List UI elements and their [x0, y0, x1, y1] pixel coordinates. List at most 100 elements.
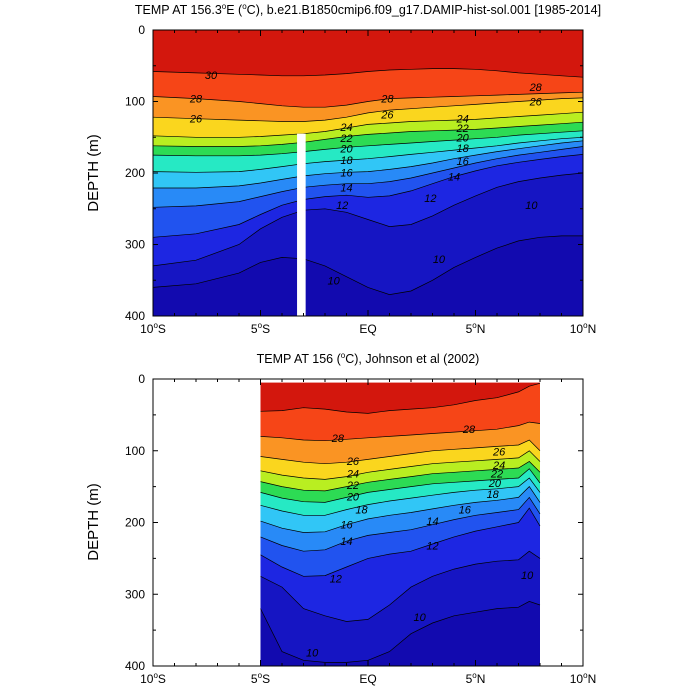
y-tick-label: 200: [125, 516, 145, 530]
contour-label: 20: [488, 478, 502, 490]
contour-label: 28: [462, 424, 476, 436]
contour-label: 18: [456, 143, 469, 155]
contour-label: 12: [426, 540, 438, 552]
contour-label: 20: [455, 132, 469, 144]
x-tick-label: 5oS: [251, 671, 270, 686]
contour-label: 10: [306, 647, 319, 659]
x-tick-label: EQ: [359, 672, 376, 686]
y-tick-label: 100: [125, 444, 145, 458]
contour-label: 14: [426, 516, 438, 528]
contour-label: 28: [529, 82, 543, 94]
contour-label: 16: [456, 156, 469, 168]
y-tick-label: 0: [138, 23, 145, 37]
top-panel-missing-data-column: [297, 133, 306, 316]
contour-label: 18: [340, 155, 353, 167]
isotherm-line: [153, 121, 583, 147]
isotherm-line: [153, 154, 583, 238]
x-tick-label: 5oN: [466, 671, 486, 686]
contour-label: 28: [331, 433, 345, 445]
contour-label: 10: [525, 200, 538, 212]
isotherm-line: [260, 382, 541, 414]
contour-label: 12: [330, 573, 342, 585]
contour-label: 12: [336, 200, 348, 212]
y-tick-label: 0: [138, 372, 145, 386]
contour-label: 18: [355, 505, 368, 517]
contour-label: 24: [346, 469, 359, 481]
bottom-panel: TEMP AT 156 (oC), Johnson et al (2002) 2…: [85, 351, 596, 686]
contour-label: 10: [327, 275, 340, 287]
temperature-band-fill: [260, 601, 540, 666]
isotherm-line: [153, 136, 583, 173]
x-tick-label: EQ: [359, 322, 376, 336]
y-tick-label: 300: [125, 238, 145, 252]
top-panel: TEMP AT 156.3oE (oC), b.e21.B1850cmip6.f…: [85, 2, 601, 336]
isotherm-line: [260, 507, 541, 577]
contour-label: 28: [189, 94, 203, 106]
bottom-panel-y-axis: 0 100 200 300 400: [125, 372, 583, 673]
x-tick-label: 10oS: [140, 671, 166, 686]
isotherm-line: [260, 496, 541, 552]
top-panel-title: TEMP AT 156.3oE (oC), b.e21.B1850cmip6.f…: [135, 2, 601, 17]
isotherm-line: [260, 421, 541, 442]
isotherm-line: [153, 140, 583, 189]
contour-label: 14: [448, 172, 460, 184]
x-tick-label: 5oN: [466, 321, 486, 336]
isotherm-line: [153, 91, 583, 108]
contour-label: 16: [459, 505, 472, 517]
bottom-panel-y-axis-label: DEPTH (m): [85, 483, 102, 561]
contour-label: 14: [340, 182, 352, 194]
isotherm-line: [260, 461, 541, 492]
bottom-panel-color-fill: [260, 382, 540, 666]
contour-label: 26: [492, 446, 506, 458]
bottom-panel-x-axis: 10oS 5oS EQ 5oN 10oN: [140, 379, 596, 686]
isotherm-line: [260, 550, 541, 622]
y-tick-label: 200: [125, 166, 145, 180]
contour-label: 14: [340, 536, 352, 548]
isotherm-line: [153, 235, 583, 295]
x-tick-label: 5oS: [251, 321, 270, 336]
bottom-panel-contour-lines: [260, 382, 541, 663]
contour-label: 26: [346, 456, 360, 468]
contour-label: 28: [380, 94, 394, 106]
y-tick-label: 100: [125, 95, 145, 109]
contour-label: 24: [339, 122, 352, 134]
contour-label: 22: [455, 123, 468, 135]
contour-label: 12: [424, 193, 436, 205]
contour-label: 22: [339, 133, 352, 145]
top-panel-contour-lines: [153, 68, 583, 295]
contour-label: 16: [340, 520, 353, 532]
y-tick-label: 300: [125, 587, 145, 601]
top-panel-x-axis: 10oS 5oS EQ 5oN 10oN: [140, 30, 596, 336]
isotherm-line: [260, 468, 541, 503]
contour-label: 26: [380, 109, 394, 121]
contour-label: 22: [346, 480, 359, 492]
y-tick-label: 400: [125, 309, 145, 323]
isotherm-line: [260, 450, 541, 480]
contour-label: 20: [339, 144, 353, 156]
isotherm-line: [153, 130, 583, 157]
isotherm-line: [260, 601, 541, 663]
contour-label: 10: [413, 612, 426, 624]
contour-label: 18: [487, 489, 500, 501]
isotherm-line: [153, 146, 583, 208]
isotherm-line: [260, 486, 541, 533]
contour-label: 30: [205, 70, 218, 82]
isotherm-line: [153, 172, 583, 267]
bottom-panel-title: TEMP AT 156 (oC), Johnson et al (2002): [257, 351, 480, 366]
x-tick-label: 10oS: [140, 321, 166, 336]
contour-label: 26: [529, 97, 543, 109]
y-tick-label: 400: [125, 659, 145, 673]
x-tick-label: 10oN: [570, 671, 596, 686]
temperature-band-fill: [153, 235, 583, 316]
top-panel-y-axis: 0 100 200 300 400: [125, 23, 583, 323]
contour-label: 10: [521, 570, 534, 582]
contour-label: 24: [455, 114, 468, 126]
contour-label: 10: [433, 254, 446, 266]
top-panel-y-axis-label: DEPTH (m): [85, 134, 102, 212]
contour-label: 16: [340, 167, 353, 179]
contour-label: 22: [490, 469, 503, 481]
contour-label: 26: [189, 114, 203, 126]
